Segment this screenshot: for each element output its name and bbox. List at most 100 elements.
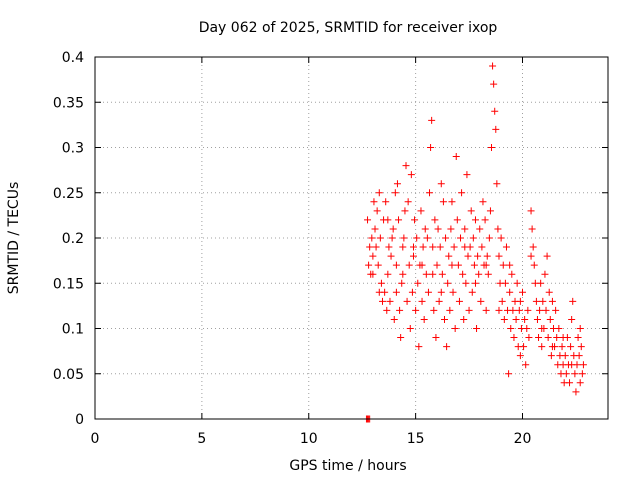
data-point bbox=[413, 234, 421, 242]
data-point bbox=[507, 325, 515, 332]
data-point bbox=[383, 306, 391, 314]
axis-ticks: 0 0.05 0.1 0.15 0.2 0.25 0.3 0.35 0.4 0 5 10 15 20 bbox=[53, 50, 608, 447]
data-point bbox=[409, 243, 417, 251]
data-point bbox=[385, 243, 393, 251]
data-point bbox=[490, 80, 498, 88]
data-point bbox=[479, 198, 487, 206]
data-point bbox=[429, 243, 437, 251]
data-point bbox=[523, 325, 531, 332]
data-point bbox=[486, 207, 494, 215]
data-point bbox=[492, 125, 500, 133]
data-point bbox=[495, 306, 503, 314]
data-point bbox=[444, 279, 452, 287]
data-point bbox=[483, 252, 491, 260]
data-point bbox=[474, 252, 482, 260]
data-point bbox=[404, 198, 412, 206]
data-point bbox=[459, 270, 467, 278]
data-point bbox=[454, 261, 462, 269]
data-point bbox=[485, 234, 493, 242]
y-axis-label: SRMTID / TECUs bbox=[6, 182, 22, 295]
data-point bbox=[421, 225, 429, 233]
data-point bbox=[579, 361, 587, 369]
data-point bbox=[398, 279, 406, 287]
data-point bbox=[481, 216, 489, 224]
data-point bbox=[449, 288, 457, 296]
data-point bbox=[387, 252, 395, 260]
data-point bbox=[491, 107, 499, 115]
data-point bbox=[461, 225, 469, 233]
data-point bbox=[552, 306, 560, 314]
y-tick-label: 0.3 bbox=[62, 141, 84, 157]
data-point bbox=[547, 352, 555, 360]
data-point bbox=[510, 334, 518, 342]
x-tick-label: 10 bbox=[300, 431, 318, 447]
data-point bbox=[433, 261, 441, 269]
data-point bbox=[436, 243, 444, 251]
data-point bbox=[403, 297, 411, 305]
data-point bbox=[412, 306, 420, 314]
data-point bbox=[568, 315, 576, 323]
data-point bbox=[525, 334, 533, 342]
data-point bbox=[527, 207, 535, 215]
x-tick-label: 0 bbox=[91, 431, 100, 447]
data-point bbox=[464, 252, 472, 260]
data-point bbox=[512, 315, 520, 323]
data-point bbox=[469, 234, 477, 242]
data-point bbox=[516, 352, 524, 360]
data-point bbox=[548, 343, 556, 351]
data-point bbox=[465, 306, 473, 314]
data-point bbox=[538, 343, 546, 351]
data-point bbox=[365, 261, 373, 269]
data-point bbox=[542, 306, 550, 314]
data-point bbox=[576, 379, 584, 387]
data-point bbox=[467, 207, 475, 215]
data-point bbox=[501, 279, 509, 287]
data-point bbox=[571, 370, 579, 378]
data-point bbox=[405, 261, 413, 269]
data-point bbox=[448, 198, 456, 206]
data-point bbox=[495, 252, 503, 260]
data-point bbox=[407, 171, 415, 179]
data-point bbox=[388, 234, 396, 242]
data-point bbox=[408, 288, 416, 296]
data-point bbox=[366, 243, 374, 251]
data-point bbox=[457, 234, 465, 242]
data-point bbox=[430, 306, 438, 314]
data-point bbox=[478, 243, 486, 251]
data-point bbox=[418, 261, 426, 269]
data-point bbox=[471, 279, 479, 287]
data-point bbox=[375, 189, 383, 197]
y-tick-label: 0.4 bbox=[62, 50, 84, 66]
data-point bbox=[402, 162, 410, 170]
data-point bbox=[378, 297, 386, 305]
data-point bbox=[397, 334, 405, 342]
data-point bbox=[569, 297, 577, 305]
x-tick-label: 20 bbox=[514, 431, 532, 447]
data-point bbox=[482, 306, 490, 314]
data-point bbox=[392, 261, 400, 269]
data-point bbox=[477, 297, 485, 305]
data-point bbox=[520, 343, 528, 351]
data-point bbox=[455, 297, 463, 305]
data-point bbox=[442, 234, 450, 242]
data-point bbox=[424, 288, 432, 296]
data-point bbox=[409, 252, 417, 260]
y-tick-label: 0.1 bbox=[62, 322, 84, 338]
data-point bbox=[537, 279, 545, 287]
data-point bbox=[541, 270, 549, 278]
data-point bbox=[502, 243, 510, 251]
data-point bbox=[471, 216, 479, 224]
data-point bbox=[545, 288, 553, 296]
data-point bbox=[415, 343, 423, 351]
data-point bbox=[438, 270, 446, 278]
data-point bbox=[522, 361, 530, 369]
x-tick-label: 15 bbox=[407, 431, 425, 447]
data-point bbox=[400, 234, 408, 242]
data-point bbox=[473, 325, 481, 332]
data-point bbox=[498, 297, 506, 305]
data-point bbox=[548, 297, 556, 305]
data-point bbox=[437, 288, 445, 296]
data-point bbox=[463, 171, 471, 179]
data-point bbox=[476, 225, 484, 233]
data-point bbox=[414, 279, 422, 287]
